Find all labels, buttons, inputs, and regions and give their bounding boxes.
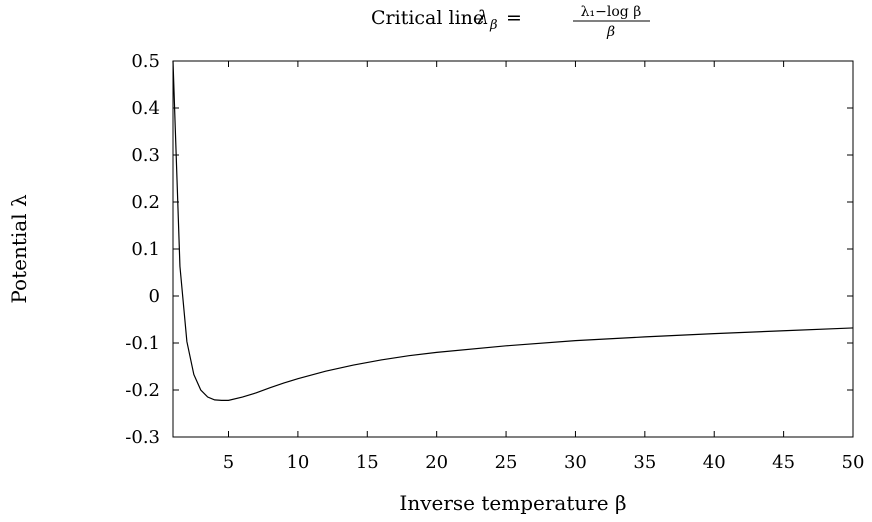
- chart-title-numerator: λ₁−log β: [581, 4, 642, 20]
- y-tick-label: 0.2: [131, 192, 160, 213]
- chart-title: Critical line λ β = λ₁−log β β: [371, 4, 650, 40]
- y-axis-label: Potential λ: [7, 194, 31, 304]
- chart-title-denominator: β: [606, 24, 615, 40]
- axis-ticks: [173, 60, 854, 438]
- y-tick-label: 0: [149, 286, 160, 307]
- y-tick-label: -0.1: [125, 333, 160, 354]
- x-tick-label: 35: [633, 452, 656, 473]
- y-tick-label: 0.4: [131, 98, 160, 119]
- x-tick-label: 25: [495, 452, 518, 473]
- y-tick-label: -0.3: [125, 427, 160, 448]
- x-tick-label: 50: [842, 452, 865, 473]
- plot-frame: [172, 60, 854, 438]
- chart-title-prefix: Critical line: [371, 7, 490, 29]
- axis-tick-labels: 5 10 15 20 25 30 35 40 45 50 0.5 0.4 0.3 0.2 0.1 0 -0.1 -…: [125, 51, 864, 473]
- x-tick-label: 5: [223, 452, 234, 473]
- x-tick-label: 15: [356, 452, 379, 473]
- x-tick-label: 10: [286, 452, 309, 473]
- y-tick-label: 0.5: [131, 51, 160, 72]
- y-tick-label: 0.3: [131, 145, 160, 166]
- series-line: [172, 60, 854, 401]
- y-tick-label: 0.1: [131, 239, 160, 260]
- chart-title-subscript: β: [489, 18, 498, 33]
- x-tick-label: 20: [425, 452, 448, 473]
- x-tick-label: 40: [703, 452, 726, 473]
- chart-title-equals: =: [506, 7, 522, 29]
- x-tick-label: 45: [772, 452, 795, 473]
- x-axis-label: Inverse temperature β: [399, 491, 626, 515]
- y-tick-label: -0.2: [125, 380, 160, 401]
- x-tick-label: 30: [564, 452, 587, 473]
- chart-title-lambda: λ: [476, 7, 489, 29]
